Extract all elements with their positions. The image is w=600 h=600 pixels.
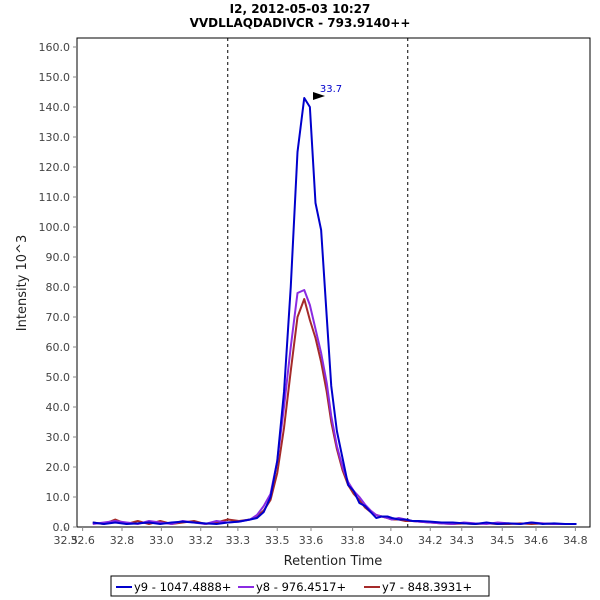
x-tick-label: 33.8	[340, 534, 365, 547]
x-tick-label: 34.5	[490, 534, 515, 547]
y-tick-label: 140.0	[39, 101, 71, 114]
y-tick-label: 130.0	[39, 131, 71, 144]
y-tick-label: 150.0	[39, 71, 71, 84]
y-tick-label: 80.0	[46, 281, 71, 294]
y-axis-label: Intensity 10^3	[15, 235, 30, 331]
x-tick-label: 32.5	[54, 534, 79, 547]
chart-subtitle: VVDLLAQDADIVCR - 793.9140++	[190, 16, 411, 30]
y-tick-label: 100.0	[39, 221, 71, 234]
y-tick-label: 120.0	[39, 161, 71, 174]
x-tick-label: 33.3	[226, 534, 251, 547]
x-tick-label: 33.0	[149, 534, 174, 547]
x-tick-label: 32.8	[110, 534, 135, 547]
annotations: 33.7	[313, 84, 342, 100]
series-lines	[92, 97, 577, 525]
y-tick-label: 0.0	[53, 521, 71, 534]
x-tick-label: 34.3	[450, 534, 475, 547]
y-tick-label: 110.0	[39, 191, 71, 204]
legend: y9 - 1047.4888+ y8 - 976.4517+ y7 - 848.39…	[110, 575, 490, 597]
legend-label: y9 - 1047.4888+	[134, 580, 231, 594]
x-axis: 32.532.6 32.8 33.0 33.2 33.3 33.5 33.6 33.8 34.0…	[54, 527, 588, 547]
x-tick-label: 33.6	[299, 534, 324, 547]
x-tick-label: 32.6	[70, 534, 95, 547]
y-tick-label: 10.0	[46, 491, 71, 504]
y-tick-label: 70.0	[46, 311, 71, 324]
y-tick-label: 60.0	[46, 341, 71, 354]
y-tick-label: 30.0	[46, 431, 71, 444]
plot-area	[76, 37, 591, 528]
series-line	[92, 97, 577, 525]
legend-box	[110, 575, 490, 597]
legend-label: y7 - 848.3931+	[382, 580, 472, 594]
x-tick-label: 34.0	[379, 534, 404, 547]
y-tick-label: 90.0	[46, 251, 71, 264]
peak-arrow-icon	[313, 92, 325, 100]
x-tick-label: 33.2	[189, 534, 214, 547]
peak-label: 33.7	[320, 84, 342, 95]
y-axis: 0.0 10.0 20.0 30.0 40.0 50.0 60.0 70.0 80.0 90.0 1…	[39, 41, 77, 534]
y-tick-label: 160.0	[39, 41, 71, 54]
x-tick-label: 34.2	[418, 534, 443, 547]
chart-title: I2, 2012-05-03 10:27	[230, 2, 371, 16]
legend-label: y8 - 976.4517+	[256, 580, 346, 594]
x-tick-label: 34.8	[563, 534, 588, 547]
y-tick-label: 20.0	[46, 461, 71, 474]
x-tick-label: 33.5	[265, 534, 290, 547]
y-tick-label: 40.0	[46, 401, 71, 414]
x-tick-label: 34.6	[524, 534, 549, 547]
x-axis-label: Retention Time	[284, 554, 383, 569]
y-tick-label: 50.0	[46, 371, 71, 384]
